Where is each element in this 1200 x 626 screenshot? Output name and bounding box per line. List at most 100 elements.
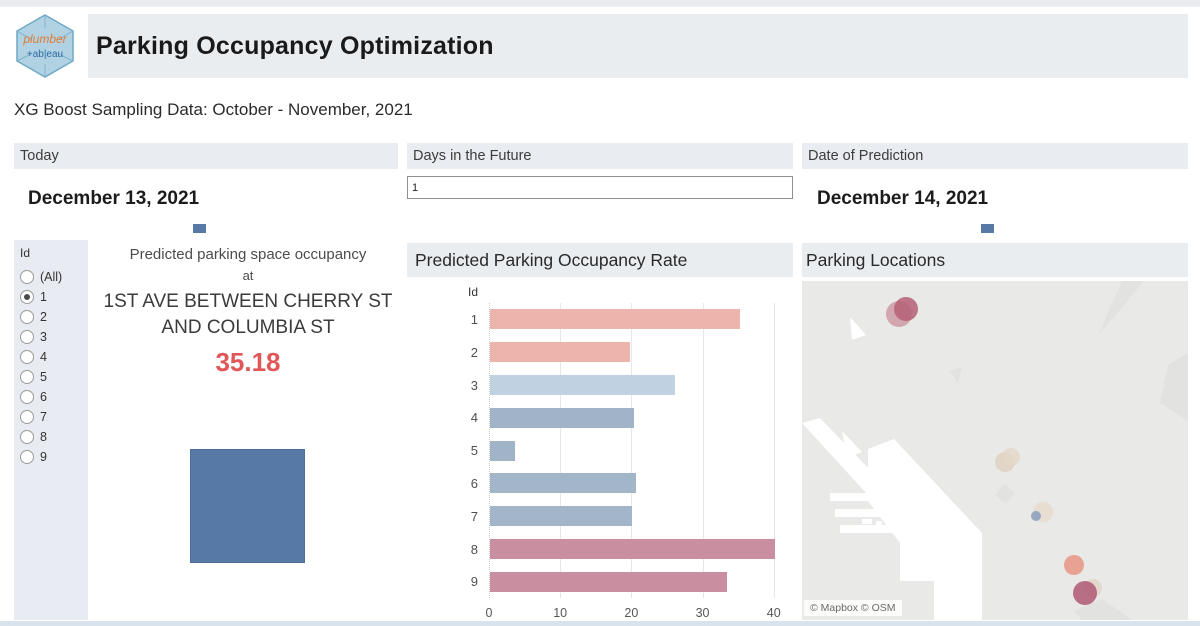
id-radio-option-1[interactable]: 1 <box>20 287 88 307</box>
bar-category-label: 9 <box>470 574 478 590</box>
summary-line1: Predicted parking space occupancy <box>129 246 367 263</box>
radio-icon <box>20 290 34 304</box>
page-title: Parking Occupancy Optimization <box>96 31 494 60</box>
radio-label: 4 <box>40 350 47 364</box>
days-in-future-input[interactable] <box>407 176 793 199</box>
bottom-strip <box>0 621 1200 626</box>
chart-id-column-header: Id <box>467 285 478 299</box>
bar-category-label: 4 <box>470 410 478 426</box>
x-axis-tick-label: 10 <box>553 606 568 621</box>
parking-locations-map[interactable]: © Mapbox © OSM <box>802 281 1188 620</box>
bar-category-label: 3 <box>470 377 478 393</box>
id-radio-option-6[interactable]: 6 <box>20 387 88 407</box>
id-radio-option-4[interactable]: 4 <box>20 347 88 367</box>
radio-label: 3 <box>40 330 47 344</box>
id-radio-option-7[interactable]: 7 <box>20 407 88 427</box>
summary-location: 1ST AVE BETWEEN CHERRY ST AND COLUMBIA S… <box>103 291 393 338</box>
radio-icon <box>20 450 34 464</box>
gridline <box>560 303 562 599</box>
radio-icon <box>20 430 34 444</box>
occupancy-bar-id-5[interactable] <box>490 440 515 461</box>
bar-category-label: 7 <box>470 508 478 524</box>
gridline <box>702 303 704 599</box>
radio-label: 9 <box>40 450 47 464</box>
radio-icon <box>20 390 34 404</box>
plumber-tableau-logo: plumber +ab|eau <box>14 14 76 78</box>
occupancy-bar-id-9[interactable] <box>490 571 728 592</box>
id-radio-option-2[interactable]: 2 <box>20 307 88 327</box>
x-axis-tick-label: 0 <box>485 606 493 621</box>
map-markers <box>886 297 1102 605</box>
occupancy-bar-id-7[interactable] <box>490 506 633 527</box>
id-filter-panel: Id (All) 1 2 3 4 5 6 7 8 9 <box>14 240 88 620</box>
bar-category-label: 8 <box>470 541 478 557</box>
radio-label: 7 <box>40 410 47 424</box>
today-date-mark[interactable] <box>193 224 206 233</box>
occupancy-bar-id-8[interactable] <box>490 539 776 559</box>
id-radio-option-8[interactable]: 8 <box>20 427 88 447</box>
parking-location-marker[interactable] <box>1002 448 1020 466</box>
predicted-occupancy-value: 35.18 <box>215 347 281 377</box>
bar-category-label: 6 <box>470 475 478 491</box>
id-radio-option-all[interactable]: (All) <box>20 267 88 287</box>
prediction-date-value: December 14, 2021 <box>817 188 989 209</box>
x-axis-tick-label: 30 <box>695 606 710 621</box>
x-axis-tick-label: 40 <box>766 606 781 621</box>
id-radio-option-9[interactable]: 9 <box>20 447 88 467</box>
radio-label: 6 <box>40 390 47 404</box>
parking-location-marker[interactable] <box>1073 581 1097 605</box>
parking-location-marker[interactable] <box>894 297 918 321</box>
radio-icon <box>20 310 34 324</box>
bar-chart-title: Predicted Parking Occupancy Rate <box>407 243 793 277</box>
days-in-future-header: Days in the Future <box>407 143 793 169</box>
map-roads <box>802 317 982 620</box>
date-of-prediction-header: Date of Prediction <box>802 143 1188 169</box>
id-radio-option-5[interactable]: 5 <box>20 367 88 387</box>
id-radio-list: (All) 1 2 3 4 5 6 7 8 9 <box>20 267 88 467</box>
radio-icon <box>20 330 34 344</box>
occupancy-bar-id-1[interactable] <box>490 309 741 330</box>
radio-label: 1 <box>40 290 47 304</box>
bar-chart: Id 0 10 20 30 40 1 2 3 4 5 6 7 8 9 <box>407 277 793 621</box>
occupancy-bar-id-4[interactable] <box>490 407 634 428</box>
hexagon-logo-icon: plumber +ab|eau <box>16 14 74 78</box>
title-bar: Parking Occupancy Optimization <box>88 14 1188 78</box>
map-canvas <box>802 281 1188 620</box>
bar-category-label: 1 <box>470 311 478 327</box>
bar-category-label: 5 <box>470 443 478 459</box>
parking-location-marker[interactable] <box>1064 555 1084 575</box>
occupancy-square-mark[interactable] <box>190 449 305 563</box>
map-title: Parking Locations <box>802 243 1188 277</box>
radio-label: 8 <box>40 430 47 444</box>
occupancy-bar-id-3[interactable] <box>490 375 676 395</box>
radio-label: 5 <box>40 370 47 384</box>
radio-icon <box>20 270 34 284</box>
summary-line2: at <box>242 268 254 283</box>
prediction-date-mark[interactable] <box>981 224 994 233</box>
radio-icon <box>20 370 34 384</box>
map-attribution: © Mapbox © OSM <box>804 600 902 616</box>
top-strip <box>0 0 1200 7</box>
prediction-summary: Predicted parking space occupancy at 1ST… <box>90 243 406 378</box>
subtitle: XG Boost Sampling Data: October - Novemb… <box>14 100 413 119</box>
radio-label: (All) <box>40 270 63 284</box>
today-panel-header: Today <box>14 143 398 169</box>
x-axis-tick-label: 20 <box>624 606 639 621</box>
radio-icon <box>20 350 34 364</box>
parking-location-marker[interactable] <box>1031 511 1041 521</box>
id-radio-option-3[interactable]: 3 <box>20 327 88 347</box>
occupancy-bar-id-2[interactable] <box>490 342 630 363</box>
today-date-value: December 13, 2021 <box>28 188 200 209</box>
id-filter-label: Id <box>20 246 31 260</box>
radio-label: 2 <box>40 310 47 324</box>
radio-icon <box>20 410 34 424</box>
logo-text-plumber: plumber <box>22 32 67 46</box>
gridline <box>631 303 633 599</box>
gridline <box>773 303 775 599</box>
map-parks <box>950 281 1188 620</box>
gridline <box>489 303 491 599</box>
occupancy-bar-id-6[interactable] <box>490 473 636 494</box>
bar-category-label: 2 <box>470 344 478 360</box>
logo-text-tableau: +ab|eau <box>27 49 63 60</box>
